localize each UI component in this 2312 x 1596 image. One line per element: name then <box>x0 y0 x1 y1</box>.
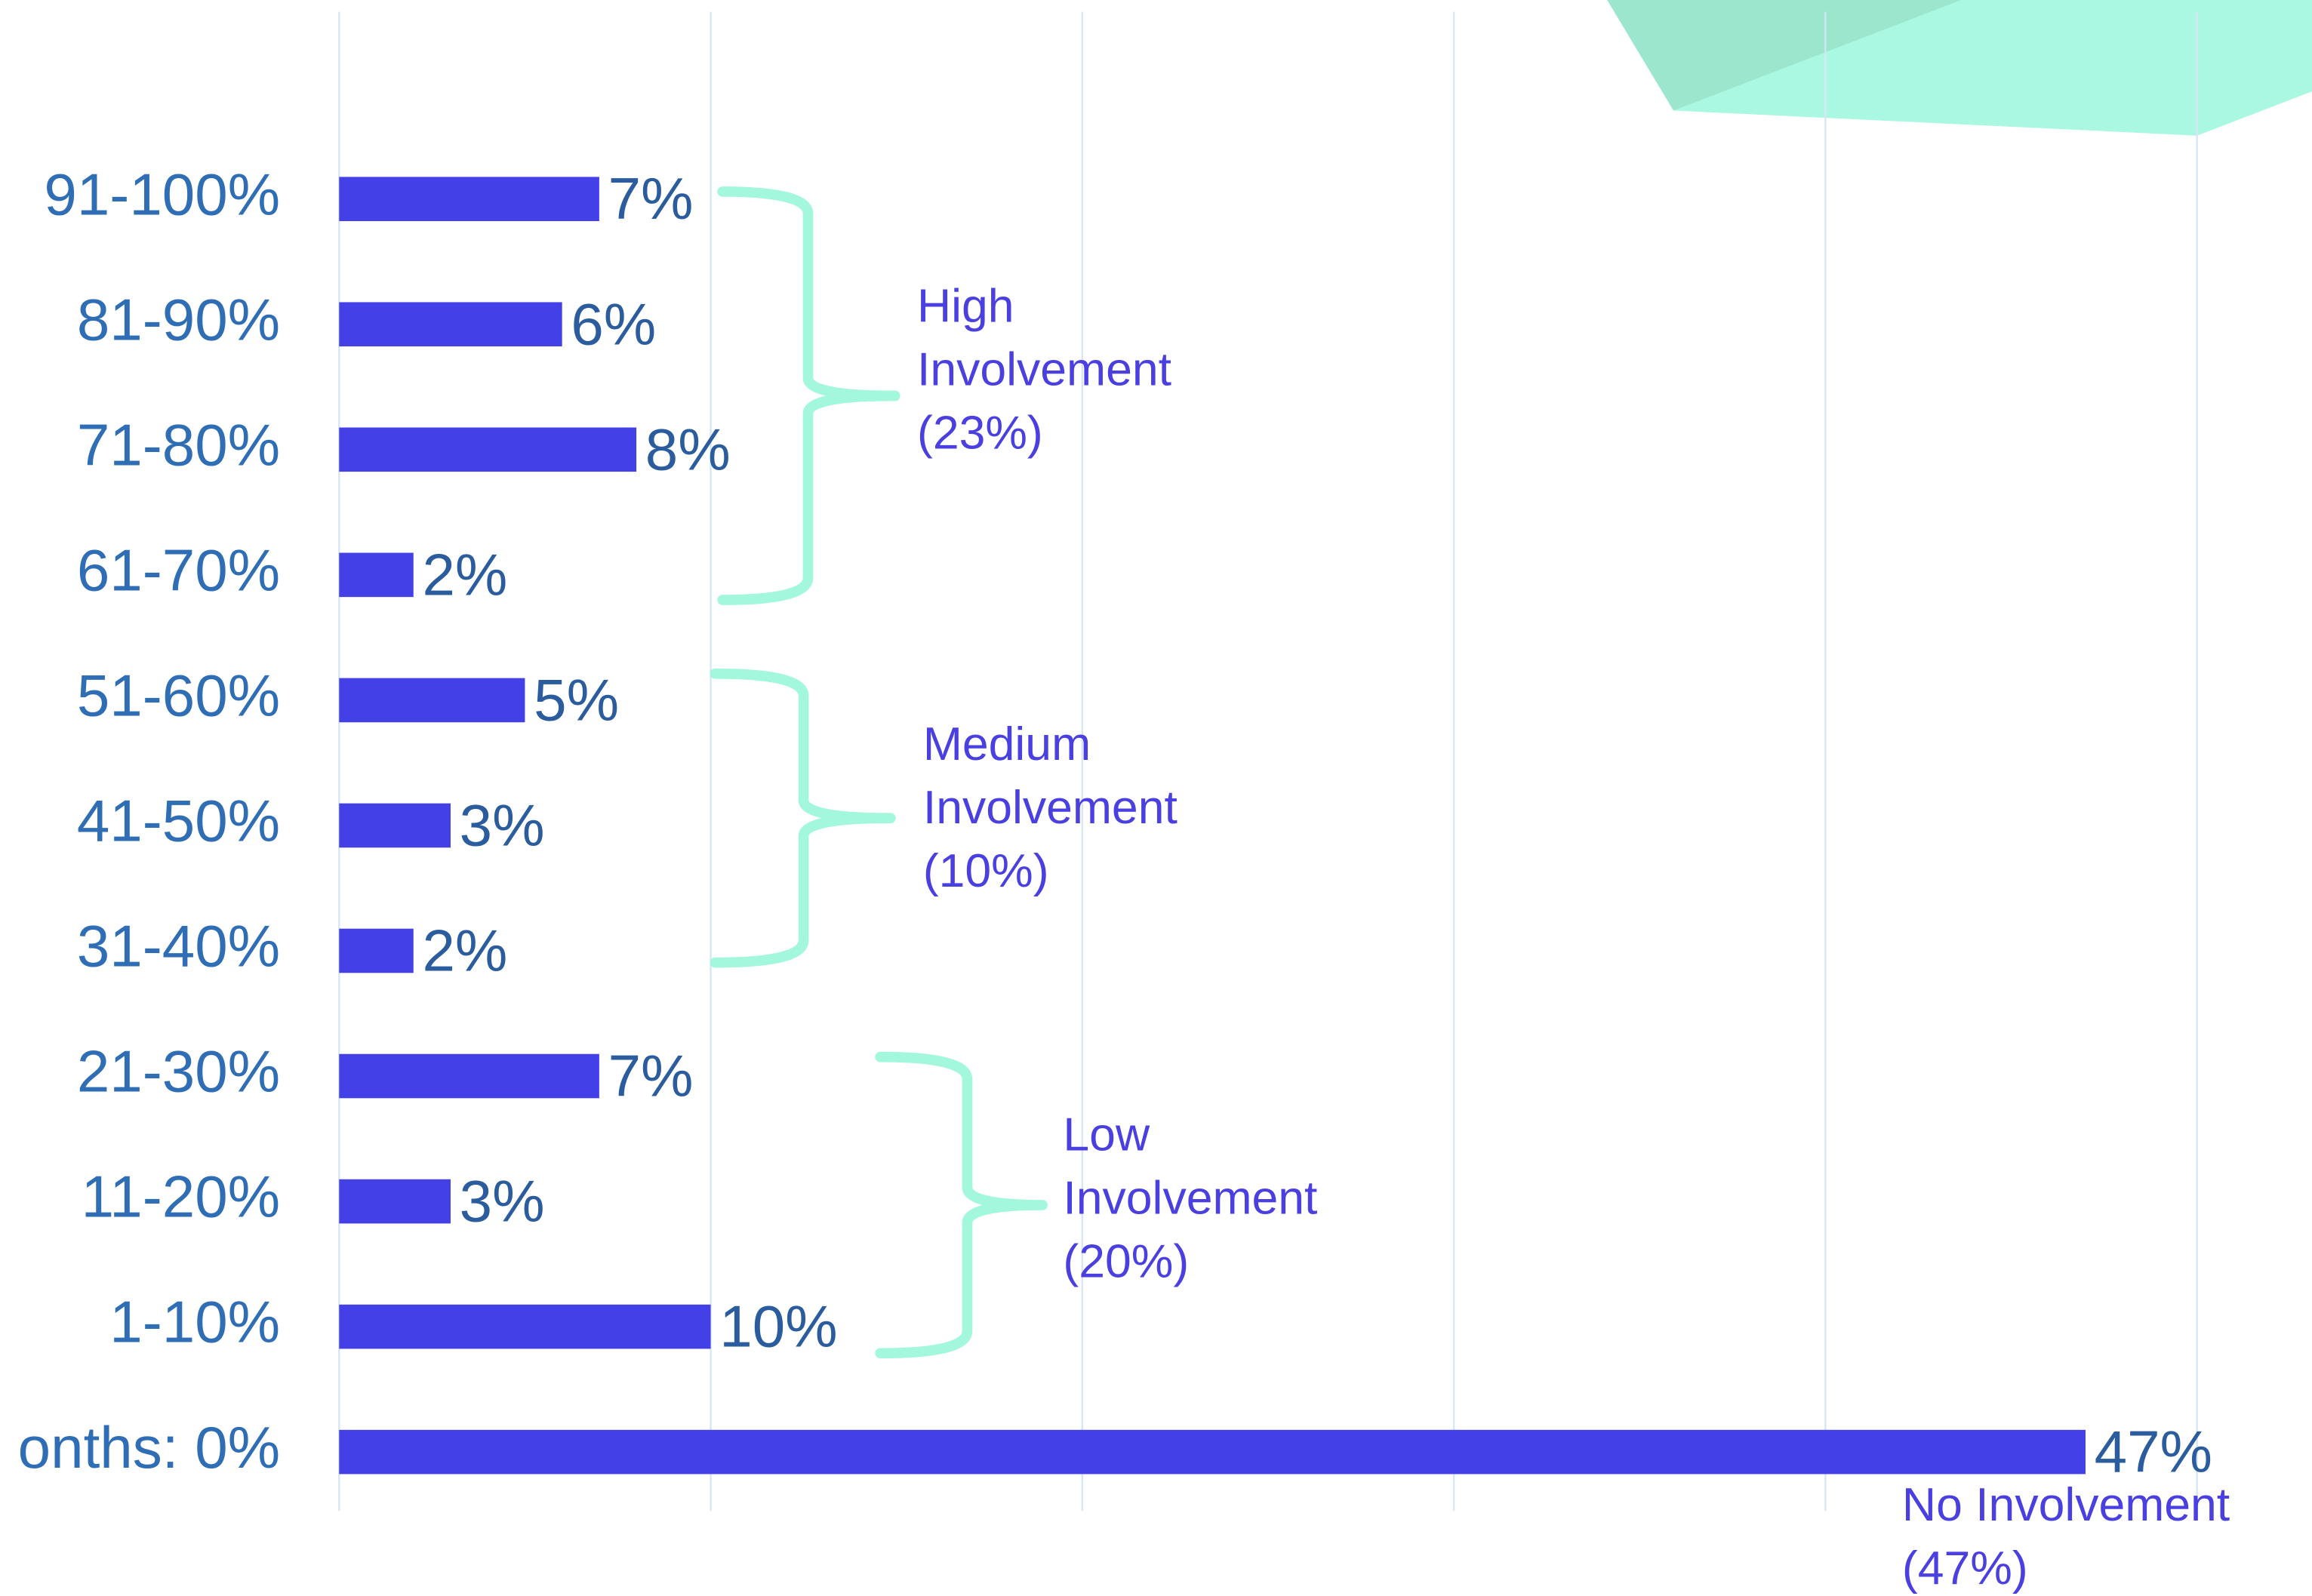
value-label: 3% <box>460 792 545 858</box>
y-tick-label: 41-50% <box>77 788 280 854</box>
value-label: 47% <box>2095 1419 2212 1485</box>
bar <box>339 1179 451 1224</box>
annotation: (47%) <box>1902 1542 2028 1594</box>
y-tick-label: 31-40% <box>77 913 280 979</box>
y-tick-label: 1-10% <box>109 1289 280 1355</box>
value-label: 10% <box>719 1293 837 1360</box>
annotation: Involvement <box>1063 1172 1317 1225</box>
decoration <box>1607 0 1962 111</box>
value-label: 3% <box>460 1168 545 1235</box>
annotation: No Involvement <box>1902 1478 2230 1531</box>
value-label: 7% <box>608 1043 694 1109</box>
brace <box>710 668 896 968</box>
value-label: 6% <box>571 291 656 357</box>
value-label: 8% <box>645 416 731 482</box>
value-label: 2% <box>422 917 507 983</box>
bar <box>339 1429 2086 1475</box>
y-tick-label: onths: 0% <box>18 1414 280 1481</box>
y-tick-label: 71-80% <box>77 411 280 478</box>
annotation: Involvement <box>917 343 1171 396</box>
y-tick-label: 61-70% <box>77 537 280 603</box>
annotation: (10%) <box>923 844 1049 897</box>
bar <box>339 302 562 347</box>
y-tick-label: 91-100% <box>44 161 280 227</box>
value-label: 2% <box>422 541 507 607</box>
annotation: (23%) <box>917 407 1043 460</box>
bar <box>339 928 414 973</box>
annotation: High <box>917 280 1014 333</box>
bar <box>339 427 637 472</box>
annotation: Involvement <box>923 781 1178 834</box>
bar <box>339 1304 711 1349</box>
annotation: (20%) <box>1063 1235 1189 1288</box>
value-label: 7% <box>608 165 694 232</box>
y-tick-label: 81-90% <box>77 286 280 352</box>
bar <box>339 803 451 848</box>
y-tick-label: 11-20% <box>82 1164 280 1230</box>
bar <box>339 177 599 222</box>
bar <box>339 1053 599 1099</box>
y-tick-label: 51-60% <box>77 663 280 729</box>
bar <box>339 678 525 723</box>
brace <box>875 1051 1048 1359</box>
annotation: Medium <box>923 718 1091 770</box>
y-tick-label: 21-30% <box>77 1038 280 1105</box>
value-label: 5% <box>534 666 619 733</box>
bar <box>339 552 414 598</box>
annotation: Low <box>1063 1109 1150 1161</box>
brace <box>717 186 900 605</box>
